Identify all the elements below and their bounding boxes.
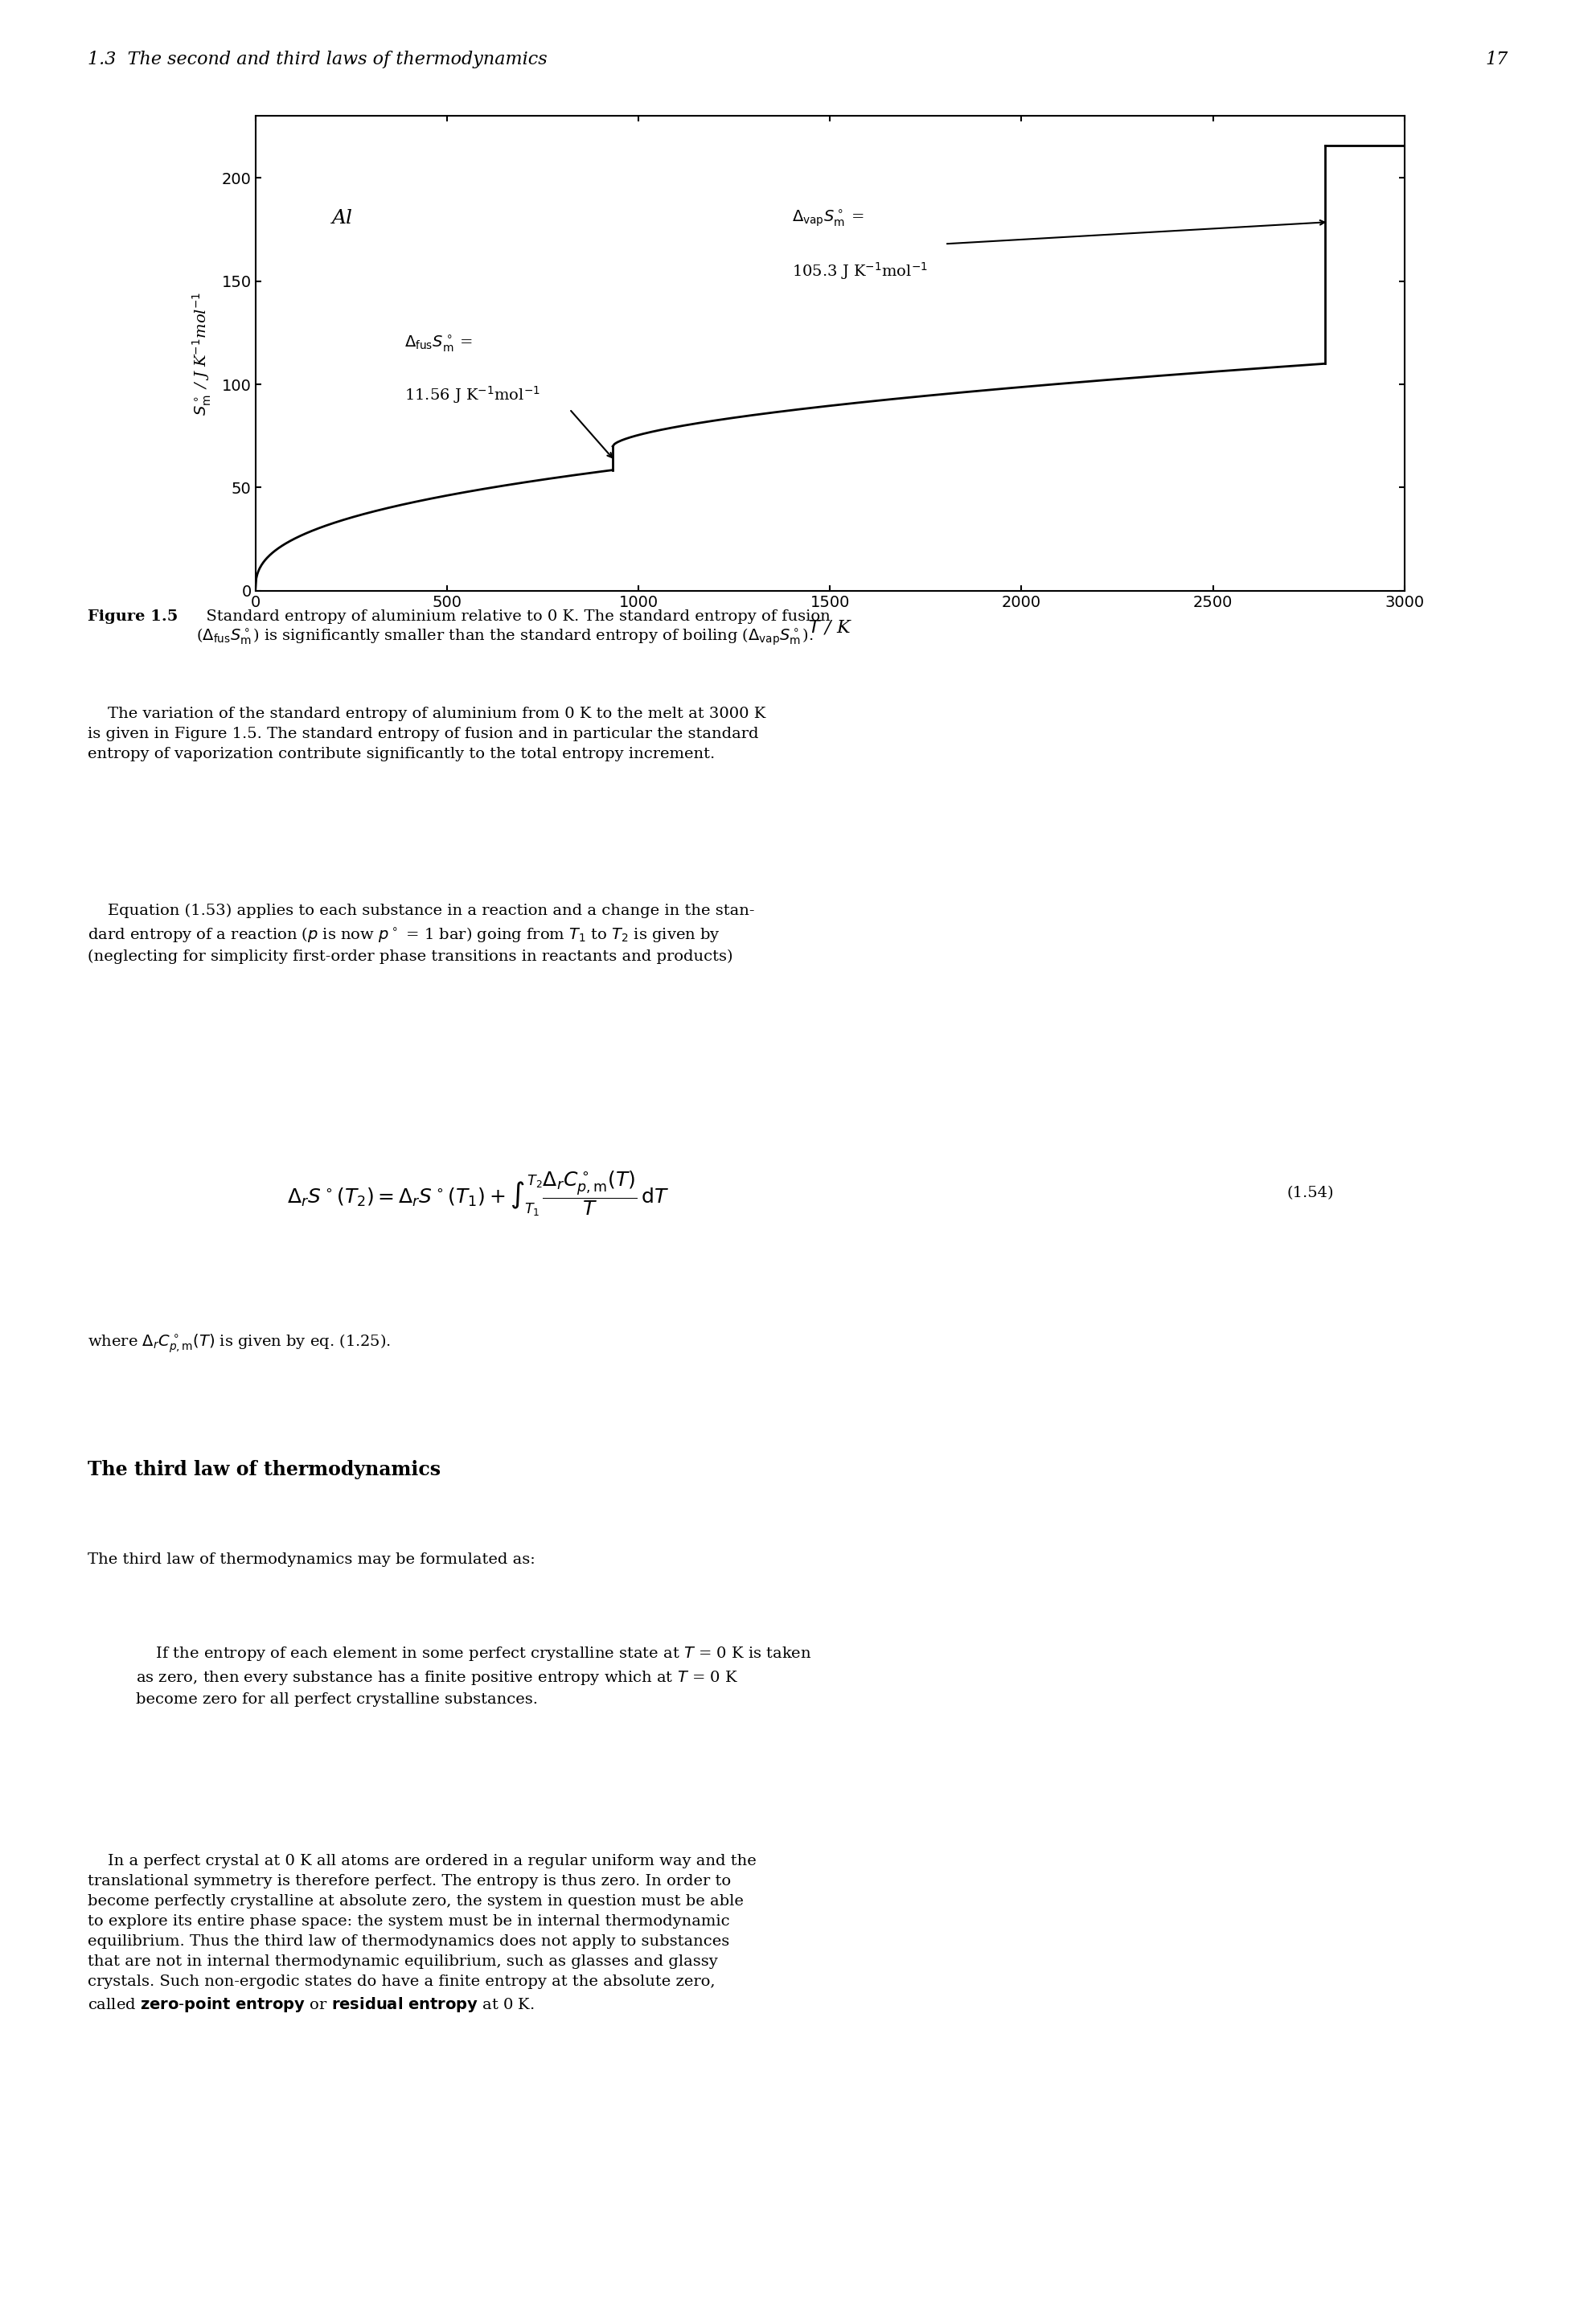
Text: Standard entropy of aluminium relative to 0 K. The standard entropy of fusion
($: Standard entropy of aluminium relative t… [196, 609, 830, 646]
Text: 11.56 J K$^{-1}$mol$^{-1}$: 11.56 J K$^{-1}$mol$^{-1}$ [405, 385, 541, 405]
Text: The variation of the standard entropy of aluminium from 0 K to the melt at 3000 : The variation of the standard entropy of… [88, 707, 766, 762]
Text: Equation (1.53) applies to each substance in a reaction and a change in the stan: Equation (1.53) applies to each substanc… [88, 904, 755, 964]
Text: The third law of thermodynamics may be formulated as:: The third law of thermodynamics may be f… [88, 1552, 535, 1566]
Text: If the entropy of each element in some perfect crystalline state at $T$ = 0 K is: If the entropy of each element in some p… [136, 1645, 811, 1708]
Text: (1.54): (1.54) [1288, 1186, 1334, 1200]
Text: $\Delta_r S^\circ(T_2) = \Delta_r S^\circ(T_1) + \int_{T_1}^{T_2} \dfrac{\Delta_: $\Delta_r S^\circ(T_2) = \Delta_r S^\cir… [287, 1168, 669, 1219]
Text: In a perfect crystal at 0 K all atoms are ordered in a regular uniform way and t: In a perfect crystal at 0 K all atoms ar… [88, 1854, 757, 2013]
Text: 1.3  The second and third laws of thermodynamics: 1.3 The second and third laws of thermod… [88, 51, 547, 70]
X-axis label: $T$ / K: $T$ / K [808, 619, 852, 637]
Y-axis label: $S^\circ_\mathrm{m}$ / J K$^{-1}$mol$^{-1}$: $S^\circ_\mathrm{m}$ / J K$^{-1}$mol$^{-… [190, 292, 212, 415]
Text: The third law of thermodynamics: The third law of thermodynamics [88, 1460, 440, 1478]
Text: Al: Al [332, 209, 353, 227]
Text: Figure 1.5: Figure 1.5 [88, 609, 179, 623]
Text: where $\Delta_r C^\circ_{p,\mathrm{m}}(T)$ is given by eq. (1.25).: where $\Delta_r C^\circ_{p,\mathrm{m}}(T… [88, 1332, 391, 1355]
Text: 105.3 J K$^{-1}$mol$^{-1}$: 105.3 J K$^{-1}$mol$^{-1}$ [792, 260, 927, 280]
Text: $\Delta_\mathrm{fus}S^\circ_\mathrm{m}$ =: $\Delta_\mathrm{fus}S^\circ_\mathrm{m}$ … [405, 334, 474, 355]
Text: 17: 17 [1486, 51, 1508, 70]
Text: $\Delta_\mathrm{vap}S^\circ_\mathrm{m}$ =: $\Delta_\mathrm{vap}S^\circ_\mathrm{m}$ … [792, 209, 863, 229]
